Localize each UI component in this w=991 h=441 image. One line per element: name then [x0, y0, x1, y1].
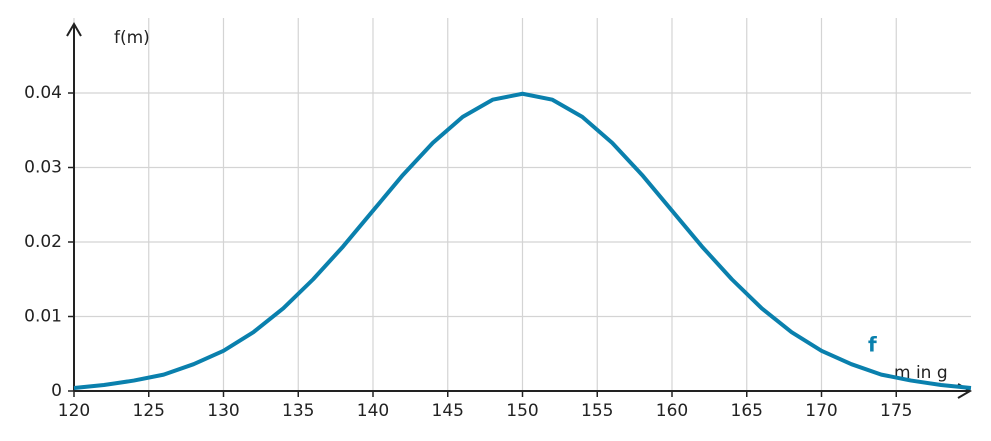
x-tick-label: 145: [432, 401, 464, 421]
y-axis-arrow: [66, 22, 82, 37]
x-tick-label: 175: [880, 401, 912, 421]
x-tick-label: 130: [207, 401, 239, 421]
series-label: f: [868, 333, 877, 357]
x-tick-label: 120: [58, 401, 90, 421]
y-tick-label: 0.03: [24, 158, 62, 178]
x-tick-label: 125: [133, 401, 165, 421]
y-tick-label: 0.01: [24, 307, 62, 327]
y-tick-label: 0: [51, 381, 62, 401]
x-tick-label: 170: [805, 401, 837, 421]
x-tick-label: 150: [506, 401, 538, 421]
x-tick-label: 135: [282, 401, 314, 421]
x-tick-label: 140: [357, 401, 389, 421]
y-tick-label: 0.04: [24, 83, 62, 103]
y-axis-label: f(m): [114, 28, 150, 48]
x-tick-label: 155: [581, 401, 613, 421]
y-tick-label: 0.02: [24, 232, 62, 252]
x-tick-label: 165: [731, 401, 763, 421]
grid: [73, 18, 971, 392]
series-line: [73, 91, 972, 391]
x-tick-label: 160: [656, 401, 688, 421]
